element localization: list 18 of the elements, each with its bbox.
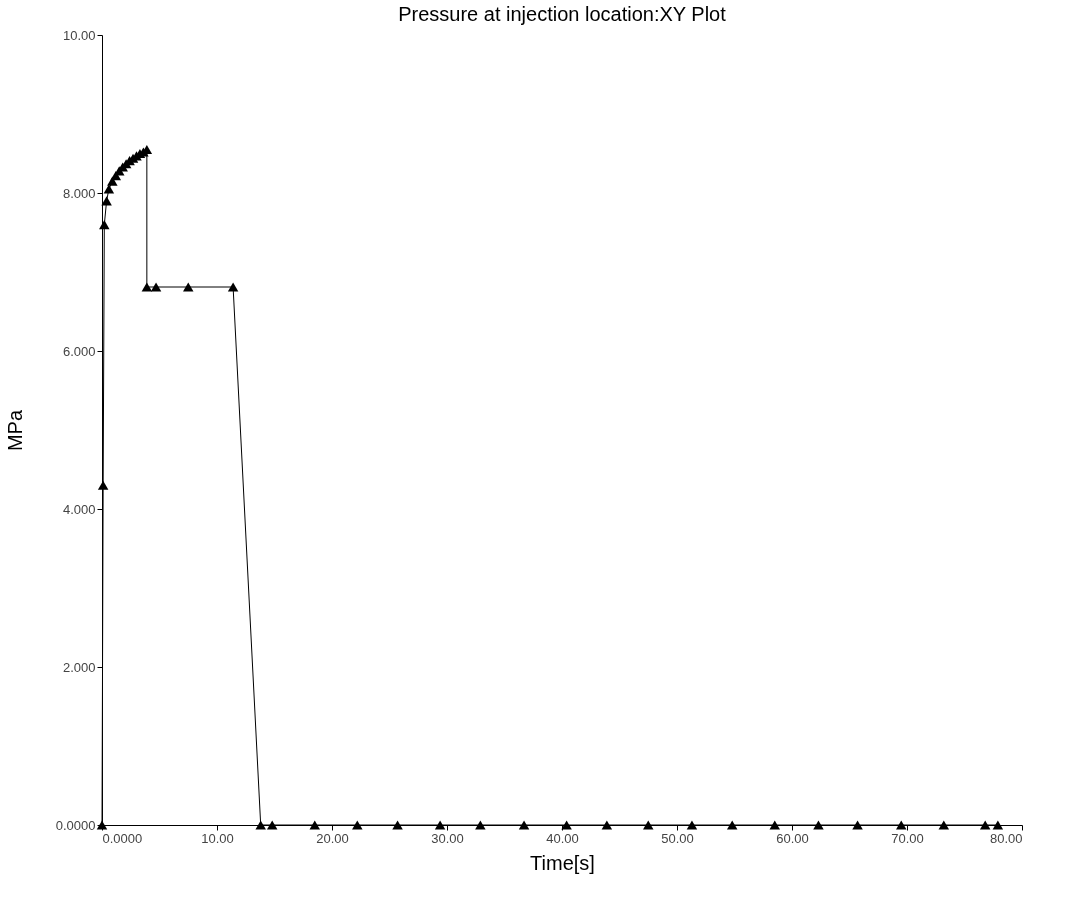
y-tick-label: 0.0000 [55,817,96,833]
x-tick-label: 10.00 [201,830,234,846]
x-tick-label: 30.00 [431,830,464,846]
y-tick-label: 4.000 [62,501,96,517]
y-tick-label: 8.000 [62,185,96,201]
y-tick-label: 6.000 [62,343,96,359]
x-tick-label: 70.00 [891,830,924,846]
y-axis-title: MPa [3,409,26,452]
x-tick-label: 20.00 [316,830,349,846]
x-tick-label: 60.00 [776,830,809,846]
chart-title: Pressure at injection location:XY Plot [398,3,727,25]
x-tick-label: 50.00 [661,830,694,846]
x-tick-label: 80.00 [989,830,1023,846]
x-tick-label: 40.00 [546,830,579,846]
y-tick-label: 10.00 [62,27,96,43]
x-tick-label: 0.0000 [102,830,143,846]
y-tick-label: 2.000 [62,659,96,675]
x-axis-title: Time[s] [530,851,595,874]
